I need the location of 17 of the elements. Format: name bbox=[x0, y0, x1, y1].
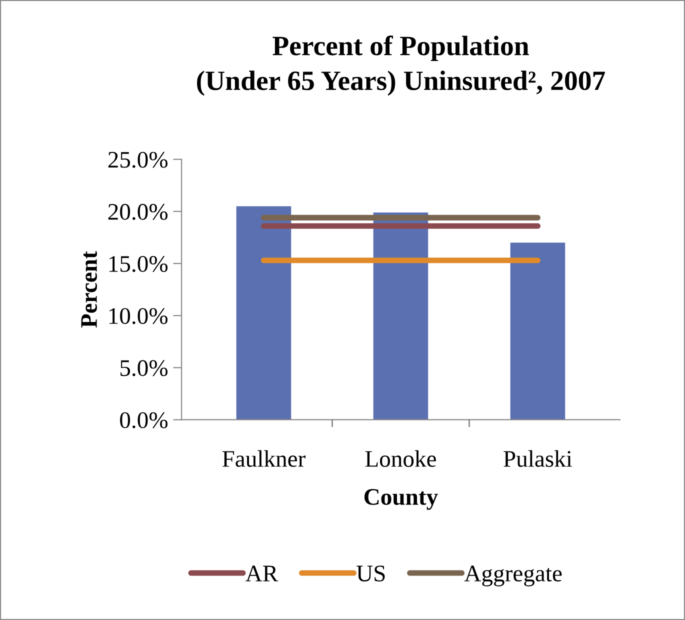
y-tick-label: 25.0% bbox=[108, 152, 168, 168]
y-axis-title: Percent bbox=[81, 251, 97, 328]
y-tick-label: 15.0% bbox=[109, 256, 168, 272]
x-tick-label: Faulkner bbox=[222, 450, 306, 467]
y-tick-label: 20.0% bbox=[108, 204, 168, 220]
chart-title: Percent of Population (Under 65 Years) Uninsured², 2007 bbox=[197, 36, 605, 96]
bar bbox=[510, 242, 566, 420]
legend-label: AR bbox=[246, 566, 278, 582]
x-axis-title: County bbox=[364, 489, 438, 510]
legend-label: US bbox=[356, 566, 385, 582]
legend-label: Aggregate bbox=[464, 566, 562, 586]
y-tick-label: 10.0% bbox=[109, 308, 168, 324]
bar bbox=[236, 206, 292, 420]
y-tick-label: 5.0% bbox=[120, 360, 168, 376]
x-tick-label: Lonoke bbox=[365, 450, 436, 467]
x-tick-label: Pulaski bbox=[504, 450, 572, 467]
y-tick-label: 0.0% bbox=[120, 412, 168, 428]
